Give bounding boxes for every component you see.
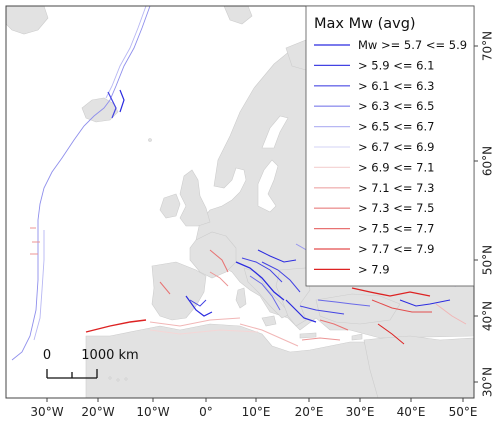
lon-label: 50°E: [449, 405, 478, 419]
lat-label: 30°N: [481, 367, 495, 397]
legend-box: [305, 5, 475, 287]
legend-item-label: > 6.9 <= 7.1: [358, 160, 434, 174]
lat-label: 60°N: [481, 146, 495, 176]
legend-item-label: > 7.7 <= 7.9: [358, 242, 434, 256]
lon-label: 30°E: [346, 405, 375, 419]
latitude-axis: [474, 45, 478, 383]
legend-item-label: > 5.9 <= 6.1: [358, 58, 434, 72]
legend-item-label: > 6.5 <= 6.7: [358, 120, 434, 134]
lat-label: 40°N: [481, 301, 495, 331]
lon-label: 40°E: [397, 405, 426, 419]
mid-atlantic-ridge: [11, 5, 151, 361]
lon-label: 10°W: [136, 405, 169, 419]
legend-item-label: > 7.3 <= 7.5: [358, 201, 434, 215]
legend-item-label: Mw >= 5.7 <= 5.9: [358, 38, 467, 52]
lat-label: 70°N: [481, 31, 495, 61]
legend-item-label: > 7.5 <= 7.7: [358, 222, 434, 236]
lon-label: 10°E: [242, 405, 271, 419]
lon-label: 20°E: [295, 405, 324, 419]
latitude-labels: 70°N 60°N 50°N 40°N 30°N: [481, 31, 495, 397]
lon-label: 0°: [199, 405, 213, 419]
legend-item-label: > 7.1 <= 7.3: [358, 181, 434, 195]
longitude-labels: 30°W 20°W 10°W 0° 10°E 20°E 30°E 40°E 50…: [30, 405, 477, 419]
longitude-axis: [46, 398, 464, 402]
scale-start-label: 0: [43, 348, 51, 363]
legend: Max Mw (avg) Mw >= 5.7 <= 5.9 > 5.9 <= 6.…: [305, 5, 475, 287]
legend-item-label: > 6.1 <= 6.3: [358, 79, 434, 93]
legend-title: Max Mw (avg): [314, 16, 416, 32]
lon-label: 20°W: [81, 405, 114, 419]
legend-item-label: > 7.9: [358, 262, 390, 276]
lat-label: 50°N: [481, 245, 495, 275]
legend-item-label: > 6.7 <= 6.9: [358, 140, 434, 154]
scale-end-label: 1000 km: [81, 348, 138, 363]
scale-bar: 0 1000 km: [43, 348, 139, 379]
lon-label: 30°W: [30, 405, 63, 419]
legend-item-label: > 6.3 <= 6.5: [358, 99, 434, 113]
